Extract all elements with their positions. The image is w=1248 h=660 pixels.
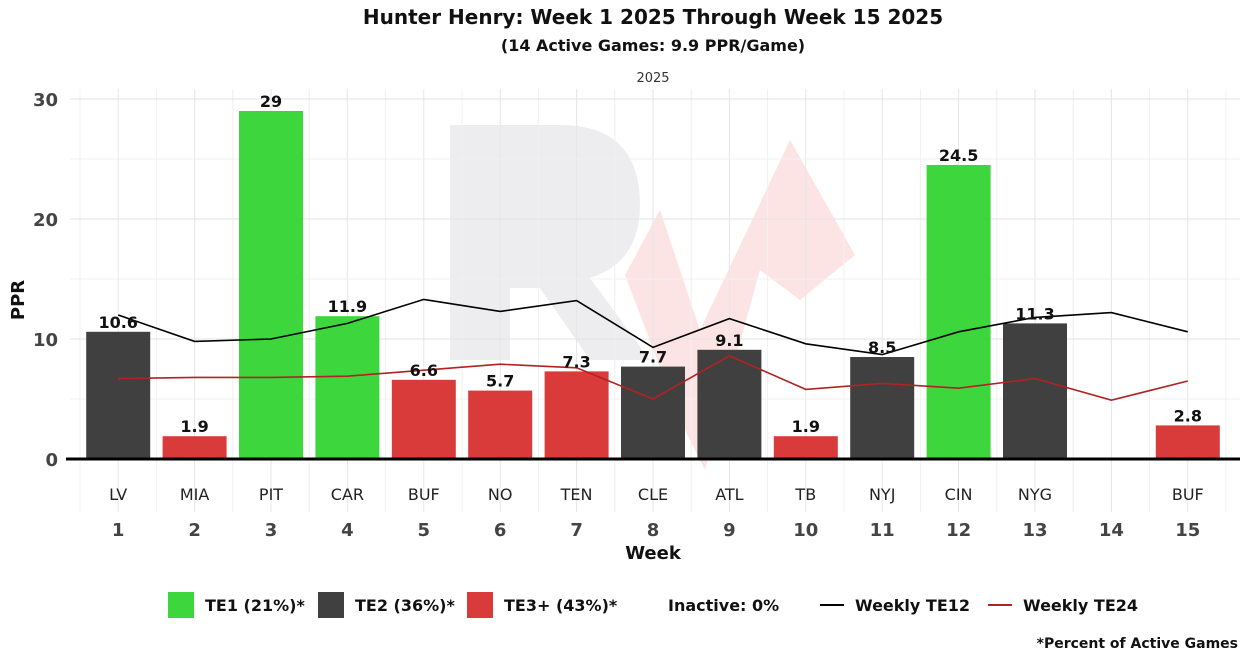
legend-label: Inactive: 0% <box>668 596 779 615</box>
value-label-week-6: 5.7 <box>486 372 514 391</box>
opponent-label: NYG <box>1018 485 1052 504</box>
facet-label: 2025 <box>636 71 669 86</box>
opponent-label: TB <box>794 485 816 504</box>
x-tick-label: 7 <box>570 520 583 541</box>
legend-swatch <box>318 592 344 618</box>
opponent-label: MIA <box>180 485 210 504</box>
line-series <box>117 298 1188 402</box>
bar-week-8 <box>621 366 685 459</box>
bar-series <box>86 111 1220 459</box>
x-tick-label: 1 <box>112 520 125 541</box>
chart-title: Hunter Henry: Week 1 2025 Through Week 1… <box>363 5 943 29</box>
x-tick-label: 3 <box>265 520 278 541</box>
bar-week-3 <box>239 111 303 459</box>
bar-week-13 <box>1003 323 1067 459</box>
line-weekly-te24 <box>118 354 1188 402</box>
x-tick-label: 2 <box>188 520 201 541</box>
bar-value-labels: 10.6 1.9 29 11.9 6.6 5.7 7.3 7.7 9.1 1.9 8.5 24.5 11… <box>98 92 1202 436</box>
value-label-week-12: 24.5 <box>939 146 978 165</box>
x-tick-label: 12 <box>946 520 971 541</box>
x-tick-label: 8 <box>647 520 660 541</box>
value-label-week-10: 1.9 <box>792 417 820 436</box>
x-tick-label: 10 <box>793 520 818 541</box>
legend-label: TE3+ (43%)* <box>504 596 618 615</box>
legend-label: Weekly TE12 <box>855 596 970 615</box>
value-label-week-3: 29 <box>260 92 282 111</box>
value-label-week-15: 2.8 <box>1174 406 1202 425</box>
chart-subtitle: (14 Active Games: 9.9 PPR/Game) <box>501 36 805 55</box>
value-label-week-11: 8.5 <box>868 338 896 357</box>
bar-week-4 <box>315 316 380 459</box>
axes: 0 10 20 30 LV MIA PIT CAR BUF NO TEN CLE ATL TB NYJ CIN… <box>33 90 1240 541</box>
legend-swatch <box>467 592 493 618</box>
bar-week-15 <box>1155 425 1220 459</box>
x-tick-label: 14 <box>1099 520 1124 541</box>
value-label-week-2: 1.9 <box>180 417 208 436</box>
opponent-label: TEN <box>560 485 593 504</box>
bar-week-11 <box>850 357 915 459</box>
opponent-label: CIN <box>945 485 973 504</box>
bar-week-12 <box>926 165 991 459</box>
legend-swatch <box>168 592 194 618</box>
x-tick-label: 15 <box>1175 520 1200 541</box>
y-tick-label: 0 <box>45 450 58 471</box>
value-label-week-9: 9.1 <box>715 331 743 350</box>
line-weekly-te12 <box>117 298 1188 356</box>
opponent-label: BUF <box>1172 485 1204 504</box>
y-tick-label: 10 <box>33 330 58 351</box>
opponent-label: NYJ <box>869 485 895 504</box>
opponent-label: BUF <box>408 485 440 504</box>
x-tick-label: 11 <box>870 520 895 541</box>
footnote: *Percent of Active Games <box>1037 636 1238 652</box>
bar-week-2 <box>162 436 227 459</box>
opponent-label: PIT <box>259 485 283 504</box>
bar-week-1 <box>86 331 151 459</box>
value-label-week-4: 11.9 <box>328 297 367 316</box>
opponent-label: LV <box>109 485 127 504</box>
opponent-label: CAR <box>331 485 364 504</box>
x-axis-title: Week <box>625 543 682 564</box>
y-axis-title: PPR <box>8 280 29 320</box>
value-label-week-1: 10.6 <box>98 313 137 332</box>
value-label-week-7: 7.3 <box>562 352 590 371</box>
legend-label: Weekly TE24 <box>1023 596 1138 615</box>
value-label-week-5: 6.6 <box>410 361 438 380</box>
x-tick-label: 5 <box>418 520 431 541</box>
y-tick-label: 30 <box>33 90 58 111</box>
opponent-label: NO <box>488 485 513 504</box>
bar-week-6 <box>468 390 533 459</box>
value-label-week-8: 7.7 <box>639 348 667 367</box>
bar-week-7 <box>544 371 609 459</box>
opponent-label: ATL <box>715 485 743 504</box>
bar-week-10 <box>773 436 838 459</box>
x-tick-label: 4 <box>341 520 354 541</box>
x-tick-label: 9 <box>723 520 736 541</box>
legend-label: TE1 (21%)* <box>205 596 305 615</box>
opponent-label: CLE <box>638 485 668 504</box>
y-tick-label: 20 <box>33 210 58 231</box>
x-tick-label: 13 <box>1022 520 1047 541</box>
value-label-week-13: 11.3 <box>1015 304 1054 323</box>
legend-label: TE2 (36%)* <box>355 596 455 615</box>
legend: TE1 (21%)* TE2 (36%)* TE3+ (43%)* Inactive:… <box>168 592 1138 618</box>
bar-week-5 <box>391 379 456 459</box>
x-tick-label: 6 <box>494 520 507 541</box>
